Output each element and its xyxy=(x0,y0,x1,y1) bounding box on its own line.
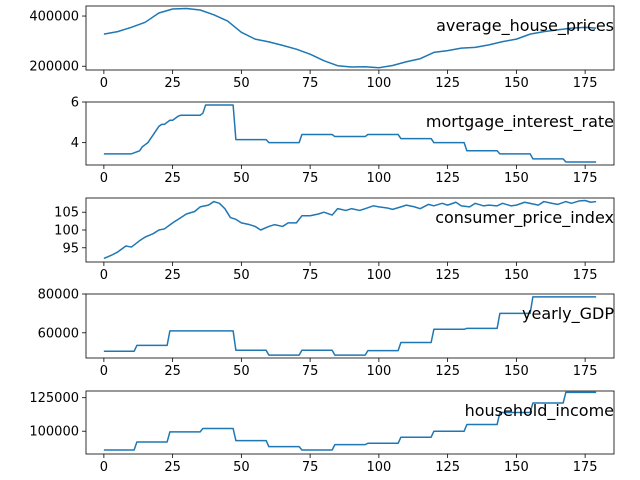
y-tick-label: 400000 xyxy=(29,10,79,25)
x-tick-label: 175 xyxy=(573,76,598,91)
x-tick-label: 150 xyxy=(504,76,529,91)
series-label: household_income xyxy=(465,401,614,421)
y-tick-label: 95 xyxy=(62,241,79,256)
x-tick-label: 50 xyxy=(233,268,250,283)
series-label: consumer_price_index xyxy=(435,208,614,228)
x-tick-label: 0 xyxy=(100,171,108,186)
x-tick-label: 75 xyxy=(302,171,319,186)
x-tick-label: 25 xyxy=(164,268,181,283)
x-tick-label: 150 xyxy=(504,268,529,283)
y-tick-label: 200000 xyxy=(29,60,79,75)
x-tick-label: 150 xyxy=(504,171,529,186)
x-tick-label: 100 xyxy=(366,76,391,91)
x-tick-label: 100 xyxy=(366,364,391,379)
x-tick-label: 150 xyxy=(504,364,529,379)
x-tick-label: 125 xyxy=(435,76,460,91)
series-label: mortgage_interest_rate xyxy=(426,112,614,132)
y-tick-label: 100000 xyxy=(29,425,79,440)
x-tick-label: 175 xyxy=(573,171,598,186)
y-tick-label: 60000 xyxy=(38,326,79,341)
x-tick-label: 25 xyxy=(164,171,181,186)
y-tick-label: 105 xyxy=(54,206,79,221)
x-tick-label: 100 xyxy=(366,171,391,186)
x-tick-label: 50 xyxy=(233,171,250,186)
x-tick-label: 175 xyxy=(573,460,598,475)
x-tick-label: 0 xyxy=(100,460,108,475)
x-tick-label: 25 xyxy=(164,364,181,379)
x-tick-label: 125 xyxy=(435,268,460,283)
series-label: yearly_GDP xyxy=(522,304,614,324)
x-tick-label: 75 xyxy=(302,268,319,283)
x-tick-label: 0 xyxy=(100,364,108,379)
x-tick-label: 25 xyxy=(164,76,181,91)
series-label: average_house_prices xyxy=(436,16,614,36)
x-tick-label: 50 xyxy=(233,364,250,379)
x-tick-label: 175 xyxy=(573,364,598,379)
x-tick-label: 100 xyxy=(366,268,391,283)
x-tick-label: 50 xyxy=(233,460,250,475)
x-tick-label: 125 xyxy=(435,460,460,475)
y-tick-label: 125000 xyxy=(29,391,79,406)
y-tick-label: 80000 xyxy=(38,288,79,303)
x-tick-label: 25 xyxy=(164,460,181,475)
x-tick-label: 150 xyxy=(504,460,529,475)
x-tick-label: 175 xyxy=(573,268,598,283)
x-tick-label: 50 xyxy=(233,76,250,91)
x-tick-label: 75 xyxy=(302,460,319,475)
y-tick-label: 100 xyxy=(54,224,79,239)
x-tick-label: 125 xyxy=(435,171,460,186)
x-tick-label: 125 xyxy=(435,364,460,379)
x-tick-label: 75 xyxy=(302,76,319,91)
x-tick-label: 0 xyxy=(100,268,108,283)
x-tick-label: 75 xyxy=(302,364,319,379)
x-tick-label: 0 xyxy=(100,76,108,91)
y-tick-label: 4 xyxy=(71,136,79,151)
x-tick-label: 100 xyxy=(366,460,391,475)
y-tick-label: 6 xyxy=(71,96,79,111)
